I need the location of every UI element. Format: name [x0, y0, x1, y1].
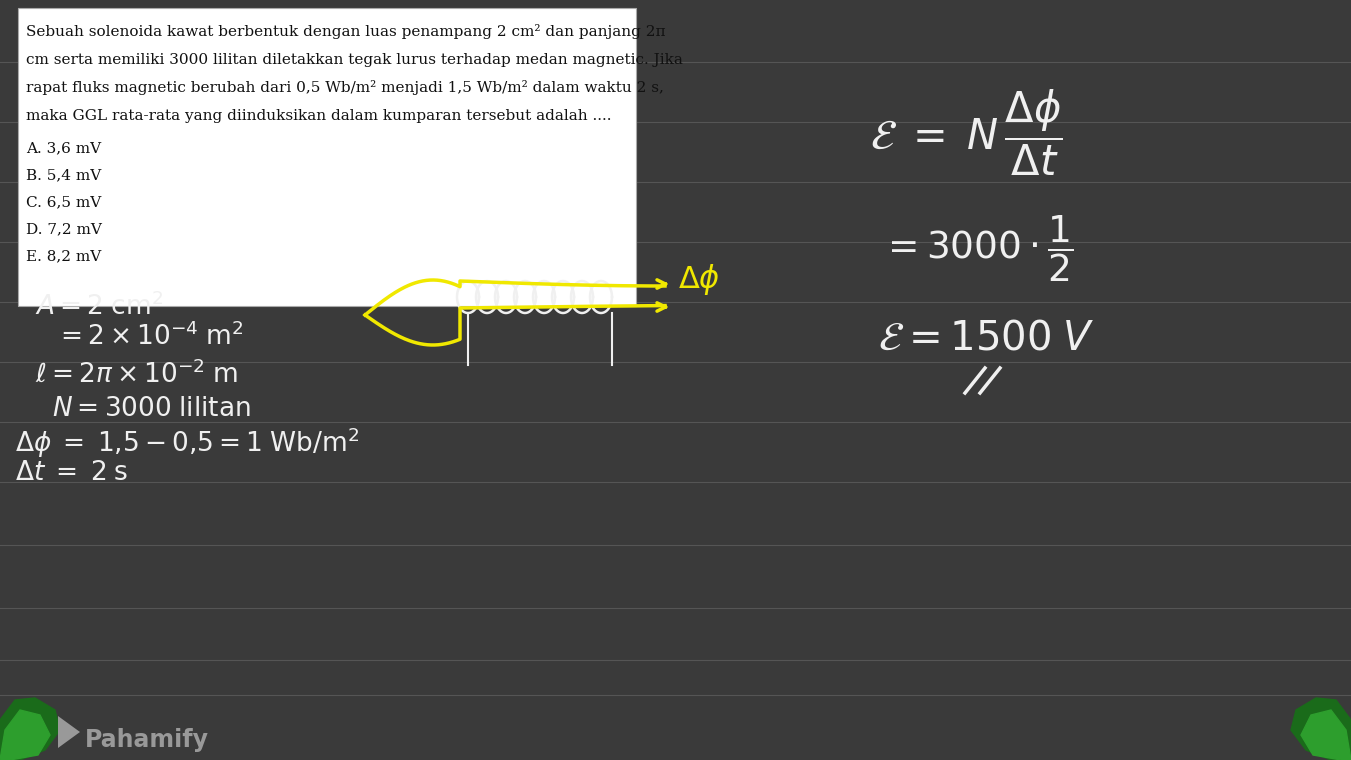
Polygon shape: [58, 716, 80, 748]
Text: $N = 3000 \; \mathrm{lilitan}$: $N = 3000 \; \mathrm{lilitan}$: [51, 396, 251, 422]
Text: Pahamify: Pahamify: [85, 728, 209, 752]
Text: $= 3000 \cdot \dfrac{1}{2}$: $= 3000 \cdot \dfrac{1}{2}$: [880, 213, 1074, 283]
Text: $\Delta t \; = \; 2 \; \mathrm{s}$: $\Delta t \; = \; 2 \; \mathrm{s}$: [15, 460, 128, 486]
Text: $= 2 \times 10^{-4} \; \mathrm{m}^2$: $= 2 \times 10^{-4} \; \mathrm{m}^2$: [55, 322, 243, 351]
Polygon shape: [1301, 710, 1351, 760]
Text: $\ell = 2\pi \times 10^{-2} \; \mathrm{m}$: $\ell = 2\pi \times 10^{-2} \; \mathrm{m…: [35, 360, 238, 388]
Polygon shape: [0, 698, 59, 760]
Text: A. 3,6 mV: A. 3,6 mV: [26, 141, 101, 155]
Text: $\Delta\phi \; = \; 1{,}5 - 0{,}5 = 1 \; \mathrm{Wb/m}^2$: $\Delta\phi \; = \; 1{,}5 - 0{,}5 = 1 \;…: [15, 426, 359, 460]
Text: maka GGL rata-rata yang diinduksikan dalam kumparan tersebut adalah ....: maka GGL rata-rata yang diinduksikan dal…: [26, 109, 612, 123]
Text: $\mathcal{E} \; = \; N \, \dfrac{\Delta\phi}{\Delta t}$: $\mathcal{E} \; = \; N \, \dfrac{\Delta\…: [870, 88, 1062, 178]
Text: $\mathcal{E} = 1500 \; V$: $\mathcal{E} = 1500 \; V$: [878, 319, 1094, 359]
Text: B. 5,4 mV: B. 5,4 mV: [26, 168, 101, 182]
Text: rapat fluks magnetic berubah dari 0,5 Wb/m² menjadi 1,5 Wb/m² dalam waktu 2 s,: rapat fluks magnetic berubah dari 0,5 Wb…: [26, 80, 663, 95]
Text: Sebuah solenoida kawat berbentuk dengan luas penampang 2 cm² dan panjang 2π: Sebuah solenoida kawat berbentuk dengan …: [26, 24, 666, 39]
Text: D. 7,2 mV: D. 7,2 mV: [26, 222, 101, 236]
Text: C. 6,5 mV: C. 6,5 mV: [26, 195, 101, 209]
Text: $\Delta\phi$: $\Delta\phi$: [678, 262, 720, 297]
Polygon shape: [1292, 698, 1351, 760]
Text: $A= 2 \; \mathrm{cm}^2$: $A= 2 \; \mathrm{cm}^2$: [35, 293, 163, 321]
FancyBboxPatch shape: [18, 8, 636, 306]
Polygon shape: [0, 710, 50, 760]
Text: cm serta memiliki 3000 lilitan diletakkan tegak lurus terhadap medan magnetic. J: cm serta memiliki 3000 lilitan diletakka…: [26, 53, 682, 67]
Text: E. 8,2 mV: E. 8,2 mV: [26, 249, 101, 263]
